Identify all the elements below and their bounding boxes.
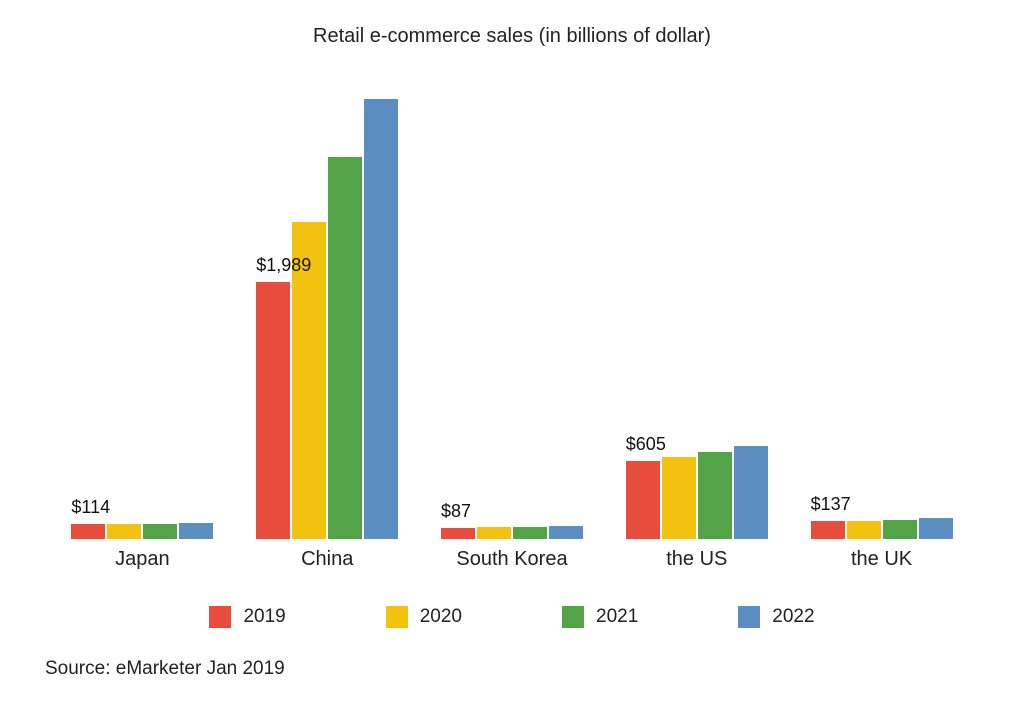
bars-row	[50, 68, 235, 539]
bar	[734, 446, 768, 539]
legend-swatch	[562, 606, 584, 628]
bar	[477, 527, 511, 539]
bar	[441, 528, 475, 539]
legend-item: 2019	[209, 606, 285, 628]
bar	[698, 452, 732, 539]
bar	[143, 524, 177, 539]
x-tick-label: the US	[604, 548, 789, 571]
legend-item: 2021	[562, 606, 638, 628]
bar	[919, 518, 953, 539]
bar	[883, 520, 917, 539]
bar	[107, 524, 141, 539]
bar-group: $1,989	[235, 68, 420, 539]
bar	[513, 527, 547, 539]
bar	[811, 521, 845, 539]
x-axis: JapanChinaSouth Koreathe USthe UK	[40, 540, 984, 571]
legend-item: 2022	[738, 606, 814, 628]
value-label: $1,989	[256, 255, 311, 276]
plot-area: $114 $1,989 $87 $605 $137	[40, 68, 984, 540]
legend: 2019 2020 2021 2022	[40, 606, 984, 628]
bars-row	[235, 68, 420, 539]
legend-label: 2019	[243, 606, 285, 628]
bar	[847, 521, 881, 539]
value-label: $87	[441, 501, 471, 522]
legend-swatch	[738, 606, 760, 628]
value-label: $605	[626, 434, 666, 455]
bars-row	[789, 68, 974, 539]
bar-group: $137	[789, 68, 974, 539]
value-label: $137	[811, 494, 851, 515]
bar	[364, 99, 398, 539]
legend-swatch	[386, 606, 408, 628]
x-tick-label: the UK	[789, 548, 974, 571]
bars-row	[604, 68, 789, 539]
chart-title: Retail e-commerce sales (in billions of …	[40, 25, 984, 48]
legend-label: 2021	[596, 606, 638, 628]
source-text: Source: eMarketer Jan 2019	[40, 658, 984, 680]
legend-item: 2020	[386, 606, 462, 628]
bar	[662, 457, 696, 539]
bar	[179, 523, 213, 539]
bar	[328, 157, 362, 539]
bar-group: $114	[50, 68, 235, 539]
legend-label: 2020	[420, 606, 462, 628]
bar	[71, 524, 105, 539]
bar-group: $87	[420, 68, 605, 539]
bar	[626, 461, 660, 539]
bars-row	[420, 68, 605, 539]
bar	[256, 282, 290, 539]
x-tick-label: Japan	[50, 548, 235, 571]
chart-container: Retail e-commerce sales (in billions of …	[0, 0, 1024, 710]
x-tick-label: South Korea	[420, 548, 605, 571]
value-label: $114	[71, 497, 110, 518]
x-tick-label: China	[235, 548, 420, 571]
legend-label: 2022	[772, 606, 814, 628]
bar-group: $605	[604, 68, 789, 539]
bar	[549, 526, 583, 539]
legend-swatch	[209, 606, 231, 628]
